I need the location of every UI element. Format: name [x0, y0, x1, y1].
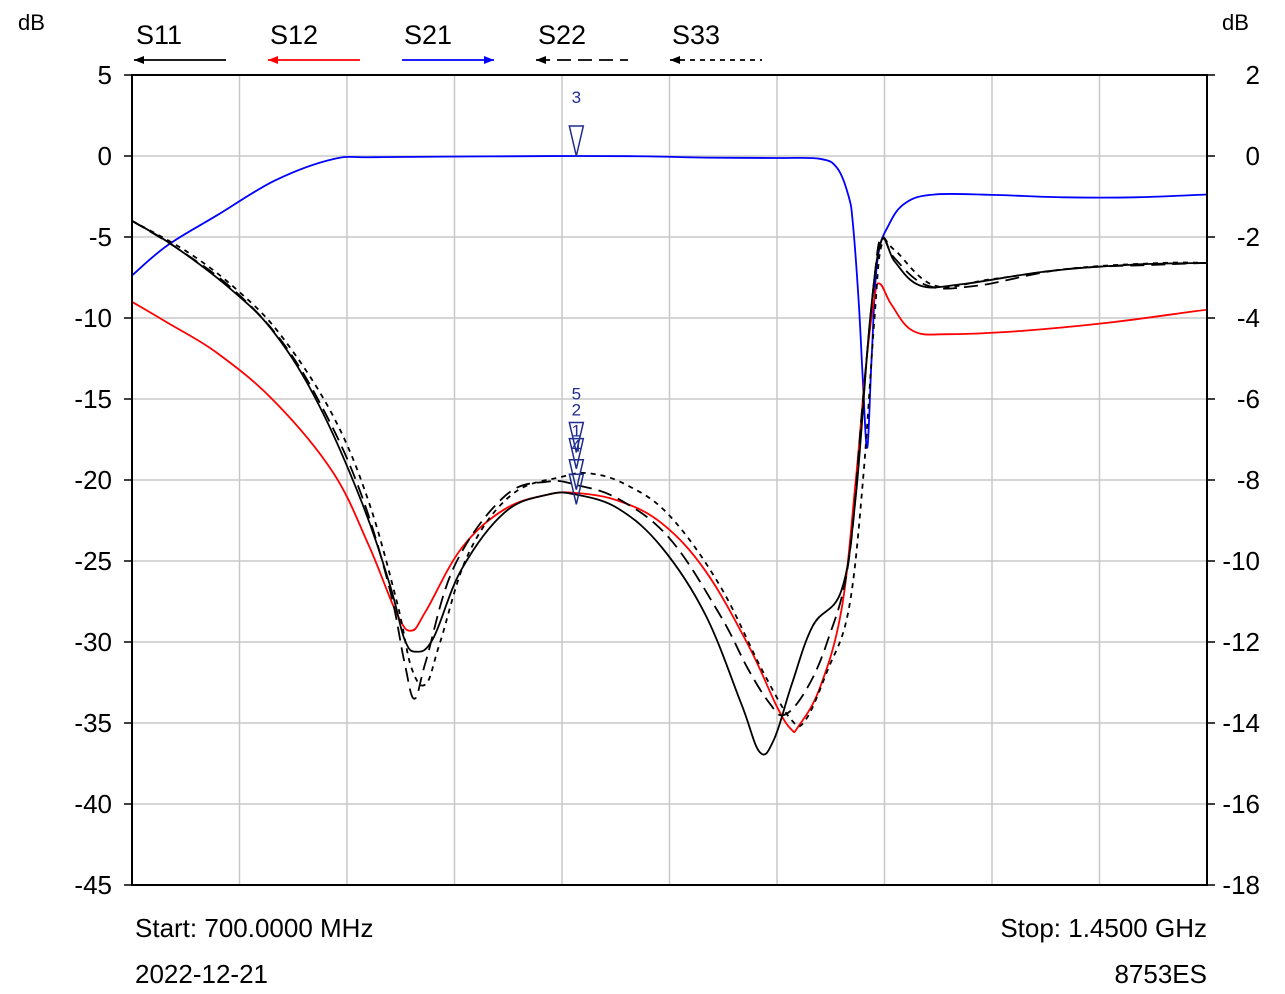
series-s12-line	[131, 282, 1208, 733]
series-s11-line	[131, 220, 1208, 756]
grid-lines	[132, 75, 1207, 885]
right-tick-label: -6	[1237, 384, 1260, 414]
date-label: 2022-12-21	[135, 959, 268, 989]
instrument-label: 8753ES	[1114, 959, 1207, 989]
markers-group: 3 52 14	[568, 88, 585, 505]
legend-s33-label: S33	[672, 20, 720, 50]
left-tick-label: 0	[98, 141, 112, 171]
legend-s21-label: S21	[404, 20, 452, 50]
right-axis-unit: dB	[1222, 10, 1249, 35]
left-tick-label: -35	[74, 708, 112, 738]
left-axis-unit: dB	[18, 10, 45, 35]
series-group	[131, 155, 1208, 756]
right-tick-label: -16	[1222, 789, 1260, 819]
left-tick-label: -25	[74, 546, 112, 576]
left-tick-label: -10	[74, 303, 112, 333]
marker-5-label: 5	[572, 384, 581, 403]
right-tick-label: -18	[1222, 870, 1260, 900]
left-axis-ticks: 5 0 -5 -10 -15 -20 -25 -30 -35 -40 -45	[74, 60, 132, 900]
left-tick-label: -15	[74, 384, 112, 414]
legend-s12-arrow	[268, 56, 278, 64]
right-tick-label: 2	[1246, 60, 1260, 90]
legend-s11-arrow	[134, 56, 144, 64]
marker-4-triangle	[568, 473, 585, 505]
right-tick-label: -10	[1222, 546, 1260, 576]
legend: S11 S12 S21 S22 S33	[134, 20, 762, 64]
marker-2-label: 2	[572, 401, 581, 420]
marker-3-triangle	[568, 125, 585, 157]
legend-s22-arrow	[536, 56, 546, 64]
marker-3-label: 3	[572, 88, 581, 107]
legend-s22-label: S22	[538, 20, 586, 50]
series-s21-line	[131, 155, 1208, 449]
legend-s33-arrow	[670, 56, 680, 64]
right-tick-label: -14	[1222, 708, 1260, 738]
marker-1-label: 1	[572, 422, 581, 441]
legend-s21-arrow	[484, 56, 494, 64]
right-tick-label: 0	[1246, 141, 1260, 171]
right-axis-ticks: 2 0 -2 -4 -6 -8 -10 -12 -14 -16 -18	[1207, 60, 1260, 900]
start-frequency-label: Start: 700.0000 MHz	[135, 913, 373, 943]
series-s33-line	[131, 220, 1208, 728]
right-tick-label: -2	[1237, 222, 1260, 252]
left-tick-label: -40	[74, 789, 112, 819]
legend-s11-label: S11	[136, 20, 182, 50]
left-tick-label: -5	[89, 222, 112, 252]
left-tick-label: -30	[74, 627, 112, 657]
right-tick-label: -4	[1237, 303, 1260, 333]
left-tick-label: -45	[74, 870, 112, 900]
marker-2-triangle	[568, 437, 585, 469]
left-tick-label: -20	[74, 465, 112, 495]
marker-4-label: 4	[572, 436, 581, 455]
marker-5-triangle	[568, 421, 585, 453]
right-tick-label: -8	[1237, 465, 1260, 495]
left-tick-label: 5	[98, 60, 112, 90]
legend-s12-label: S12	[270, 20, 318, 50]
right-tick-label: -12	[1222, 627, 1260, 657]
stop-frequency-label: Stop: 1.4500 GHz	[1000, 913, 1207, 943]
